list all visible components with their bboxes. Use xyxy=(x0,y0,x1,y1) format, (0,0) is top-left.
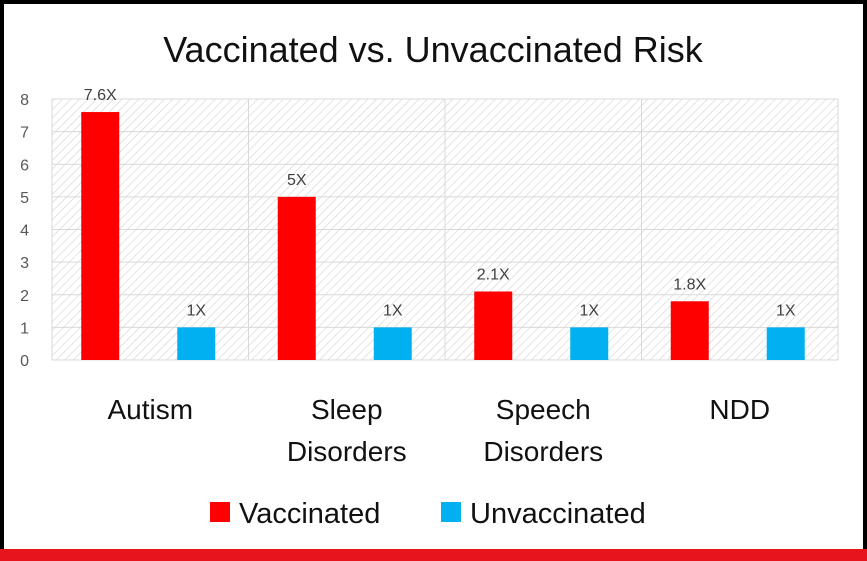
y-tick-label: 5 xyxy=(20,190,29,207)
x-category-label: Autism xyxy=(107,394,193,425)
bar-unvaccinated-0 xyxy=(177,327,216,360)
bar-unvaccinated-1 xyxy=(373,327,412,360)
legend-swatch-unvaccinated xyxy=(441,502,461,522)
data-label: 1X xyxy=(579,302,599,319)
legend-label: Unvaccinated xyxy=(470,498,646,530)
y-tick-label: 3 xyxy=(20,255,29,272)
data-label: 1X xyxy=(776,302,796,319)
bar-vaccinated-3 xyxy=(670,301,709,360)
data-label: 1X xyxy=(186,302,206,319)
legend: Vaccinated Unvaccinated xyxy=(210,498,646,530)
legend-label: Vaccinated xyxy=(239,498,380,530)
bar-vaccinated-1 xyxy=(277,196,316,360)
data-label: 5X xyxy=(287,172,307,189)
y-tick-label: 7 xyxy=(20,125,29,142)
x-category-label: Disorders xyxy=(483,436,603,467)
y-tick-label: 4 xyxy=(20,223,29,240)
y-tick-label: 2 xyxy=(20,288,29,305)
bar-unvaccinated-3 xyxy=(766,327,805,360)
y-tick-label: 0 xyxy=(20,353,29,370)
x-category-label: Sleep xyxy=(311,394,383,425)
y-tick-label: 1 xyxy=(20,320,29,337)
bar-unvaccinated-2 xyxy=(570,327,609,360)
legend-swatch-vaccinated xyxy=(210,502,230,522)
x-category-label: Disorders xyxy=(287,436,407,467)
y-tick-label: 8 xyxy=(20,92,29,109)
data-label: 7.6X xyxy=(84,87,117,104)
x-category-label: NDD xyxy=(709,394,770,425)
chart-title: Vaccinated vs. Unvaccinated Risk xyxy=(163,29,704,70)
bar-vaccinated-2 xyxy=(474,291,513,360)
data-label: 1.8X xyxy=(673,276,706,293)
plot-area: 0 1 2 3 4 5 6 7 8 7.6X 5X 2.1X 1.8X 1X 1X 1X 1X Autism Sle… xyxy=(20,87,839,467)
data-label: 1X xyxy=(383,302,403,319)
y-tick-label: 6 xyxy=(20,157,29,174)
x-category-label: Speech xyxy=(496,394,591,425)
data-label: 2.1X xyxy=(477,266,510,283)
bottom-accent-bar xyxy=(0,549,867,561)
bar-vaccinated-0 xyxy=(81,112,120,360)
